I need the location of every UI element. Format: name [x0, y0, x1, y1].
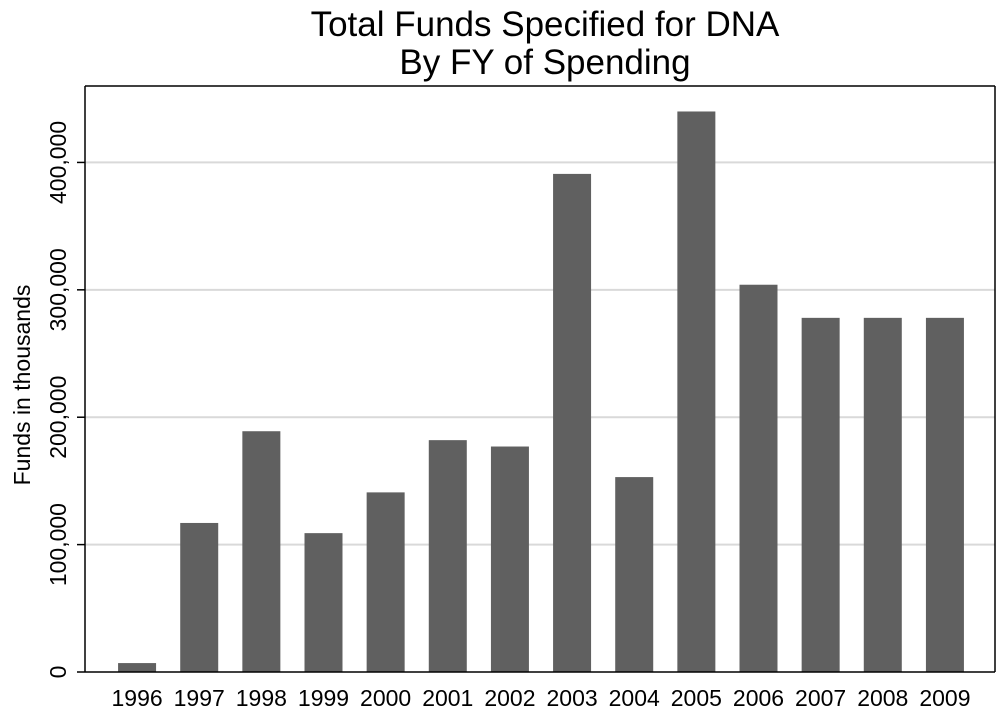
bar-1999	[304, 533, 343, 672]
x-tick-label-2003: 2003	[546, 685, 597, 711]
x-tick-label-2002: 2002	[484, 685, 535, 711]
bar-2002	[490, 446, 529, 672]
bar-2004	[615, 477, 654, 672]
bar-2008	[863, 317, 902, 672]
y-axis-title: Funds in thousands	[9, 285, 35, 486]
y-tick-label-0: 0	[45, 666, 71, 679]
x-tick-label-2004: 2004	[609, 685, 660, 711]
y-tick-label-1: 100,000	[45, 503, 71, 586]
x-tick-label-2006: 2006	[733, 685, 784, 711]
x-tick-label-2009: 2009	[919, 685, 970, 711]
bar-1997	[180, 522, 219, 672]
y-tick-label-2: 200,000	[45, 376, 71, 459]
y-tick-label-3: 300,000	[45, 248, 71, 331]
bar-2001	[428, 440, 467, 672]
x-tick-label-1996: 1996	[111, 685, 162, 711]
bar-2000	[366, 492, 405, 672]
bar-2009	[925, 317, 964, 672]
x-tick-label-2005: 2005	[671, 685, 722, 711]
bar-1998	[242, 431, 281, 672]
x-tick-label-2007: 2007	[795, 685, 846, 711]
y-tick-label-4: 400,000	[45, 121, 71, 204]
x-tick-label-1999: 1999	[298, 685, 349, 711]
chart-title-line-2: By FY of Spending	[399, 43, 691, 82]
bar-1996	[118, 663, 157, 672]
x-tick-label-2008: 2008	[857, 685, 908, 711]
x-tick-label-2000: 2000	[360, 685, 411, 711]
bar-2006	[739, 284, 778, 672]
bar-2003	[553, 173, 592, 672]
x-tick-label-1997: 1997	[174, 685, 225, 711]
bar-2007	[801, 317, 840, 672]
bar-2005	[677, 111, 716, 672]
x-tick-label-1998: 1998	[236, 685, 287, 711]
x-tick-label-2001: 2001	[422, 685, 473, 711]
chart-title-line-1: Total Funds Specified for DNA	[310, 5, 780, 44]
